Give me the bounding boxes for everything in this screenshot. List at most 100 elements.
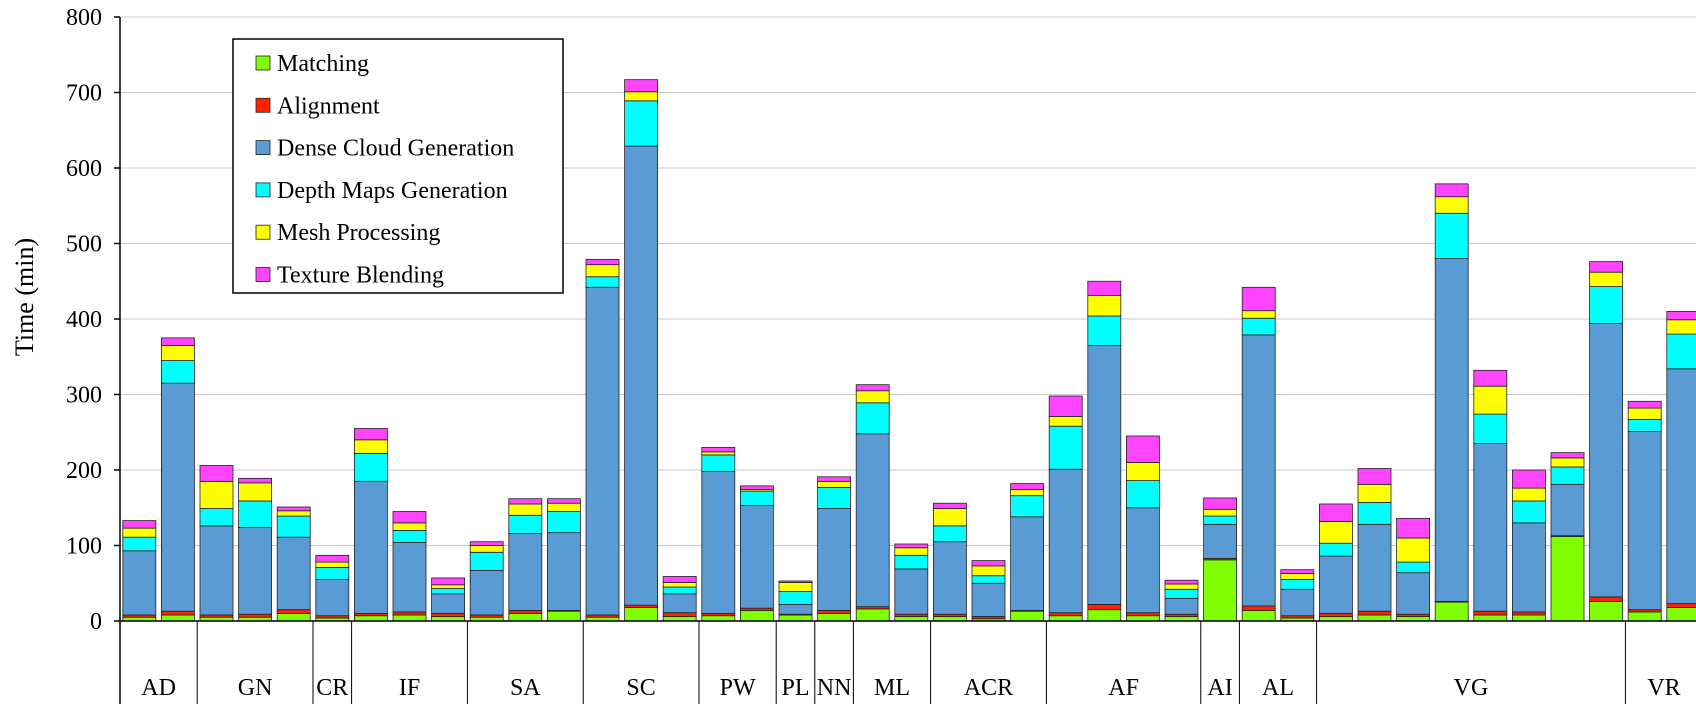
bar-segment-af-2-5	[1087, 280, 1122, 297]
bar-segment-if-2-2	[392, 542, 427, 613]
bar-segment-ad-1-5	[122, 520, 157, 529]
bar-segment-vg-7-5	[1550, 452, 1585, 459]
bar-segment-sa-1-5	[469, 541, 504, 546]
group-label-pw: PW	[720, 675, 756, 701]
bar-segment-acr-1-3	[933, 525, 967, 543]
bar-segment-if-1-5	[353, 428, 388, 441]
bar-segment-gn-3-0	[276, 613, 311, 622]
group-label-ad: AD	[141, 675, 176, 701]
bar-segment-gn-3-5	[276, 506, 311, 512]
y-tick-label: 100	[66, 534, 102, 560]
bar-segment-vg-2-2	[1357, 523, 1392, 612]
bar-segment-sc-3-2	[662, 593, 697, 614]
bar-segment-pl-1-5	[778, 580, 813, 583]
bar-segment-ad-1-2	[122, 550, 157, 616]
bar-segment-sc-2-0	[624, 607, 658, 622]
bar-segment-vg-8-1	[1589, 596, 1623, 602]
bar-segment-pl-1-4	[778, 582, 813, 592]
bar-segment-af-4-4	[1164, 583, 1199, 590]
bar-segment-if-3-3	[431, 588, 466, 595]
bar-segment-af-2-2	[1087, 345, 1122, 605]
bar-segment-vg-3-2	[1396, 572, 1430, 615]
bar-segment-sc-1-2	[585, 286, 620, 616]
bar-segment-gn-3-4	[276, 510, 311, 517]
bar-segment-vg-1-5	[1319, 503, 1353, 522]
bar-segment-vr-2-5	[1666, 311, 1696, 321]
bar-segment-sa-1-3	[469, 551, 504, 571]
bar-segment-vg-2-0	[1357, 614, 1392, 622]
bar-segment-if-3-1	[431, 613, 466, 617]
y-tick-label: 200	[66, 458, 102, 484]
bar-segment-af-4-5	[1164, 579, 1199, 585]
bar-segment-ad-2-0	[160, 614, 195, 622]
bar-segment-vg-5-3	[1473, 413, 1508, 444]
bar-segment-sa-3-5	[547, 498, 581, 504]
bar-segment-acr-3-2	[1010, 516, 1044, 611]
bar-segment-gn-3-1	[276, 609, 311, 614]
bar-segment-af-1-0	[1048, 615, 1083, 622]
bar-segment-nn-1-3	[817, 486, 851, 509]
bar-segment-gn-3-2	[276, 536, 311, 611]
bar-segment-pw-2-0	[740, 610, 774, 622]
bar-segment-vg-7-2	[1550, 483, 1585, 537]
bar-segment-vg-1-2	[1319, 555, 1353, 614]
bar-segment-vg-4-4	[1434, 196, 1469, 214]
bar-segment-sc-1-3	[585, 276, 620, 288]
group-label-gn: GN	[238, 675, 273, 701]
bar-segment-pw-1-2	[701, 471, 736, 614]
legend-swatch-2	[255, 140, 271, 156]
bar-segment-af-1-4	[1048, 415, 1083, 427]
bar-segment-ad-2-1	[160, 610, 195, 616]
bar-segment-vg-1-1	[1319, 613, 1353, 617]
bar-segment-al-2-4	[1280, 573, 1315, 580]
bar-segment-cr-1-3	[315, 566, 350, 580]
bar-segment-vg-6-0	[1512, 614, 1546, 622]
y-tick-label: 300	[66, 383, 102, 409]
legend-label-1: Alignment	[277, 93, 380, 119]
bar-segment-sa-3-4	[547, 502, 581, 512]
bar-segment-ml-1-4	[855, 390, 890, 404]
axes	[114, 16, 1696, 704]
bar-segment-acr-1-5	[933, 502, 967, 509]
group-label-cr: CR	[316, 675, 348, 701]
y-tick-label: 0	[90, 609, 102, 635]
bar-segment-sc-3-5	[662, 576, 697, 583]
bar-segment-ai-1-0	[1203, 559, 1237, 622]
bar-segment-vg-8-2	[1589, 323, 1623, 598]
bar-segment-al-1-1	[1241, 605, 1276, 611]
bar-segment-sa-2-4	[508, 503, 543, 516]
legend: Matching Alignment Dense Cloud Generation D…	[232, 38, 564, 294]
y-tick-labels: 0 100 200 300 400 500 600 700 800	[66, 5, 102, 635]
bar-segment-gn-1-5	[199, 465, 234, 482]
bar-segment-vg-2-5	[1357, 468, 1392, 485]
bar-segment-if-2-3	[392, 530, 427, 543]
bar-segment-acr-3-5	[1010, 483, 1044, 491]
bar-segment-ai-1-5	[1203, 497, 1237, 510]
bar-segment-nn-1-0	[817, 613, 851, 622]
bar-segment-vg-6-5	[1512, 469, 1546, 489]
bar-segment-sc-3-3	[662, 586, 697, 595]
bar-segment-acr-1-2	[933, 541, 967, 615]
bar-segment-vg-8-0	[1589, 600, 1623, 622]
bar-segment-ml-2-3	[894, 554, 929, 570]
group-label-pl: PL	[781, 675, 809, 701]
legend-label-3: Depth Maps Generation	[277, 178, 508, 204]
bar-segment-if-1-0	[353, 615, 388, 622]
bar-segment-af-3-5	[1126, 435, 1160, 463]
legend-label-2: Dense Cloud Generation	[277, 136, 514, 162]
bar-segment-vg-5-0	[1473, 614, 1508, 622]
bar-segment-gn-1-3	[199, 508, 234, 527]
legend-items: Matching Alignment Dense Cloud Generation D…	[255, 51, 514, 289]
bar-segment-ml-1-5	[855, 384, 890, 392]
bar-segment-pw-2-2	[740, 505, 774, 609]
bar-segment-vg-3-4	[1396, 537, 1430, 563]
bar-segment-ml-2-4	[894, 547, 929, 556]
bar-segment-ai-1-3	[1203, 515, 1237, 525]
bar-segment-if-1-4	[353, 439, 388, 454]
bar-segment-vr-2-1	[1666, 603, 1696, 608]
bar-segment-pw-1-3	[701, 454, 736, 472]
bar-segment-cr-1-2	[315, 579, 350, 617]
bar-segment-af-2-4	[1087, 295, 1122, 317]
legend-swatch-5	[255, 267, 271, 282]
